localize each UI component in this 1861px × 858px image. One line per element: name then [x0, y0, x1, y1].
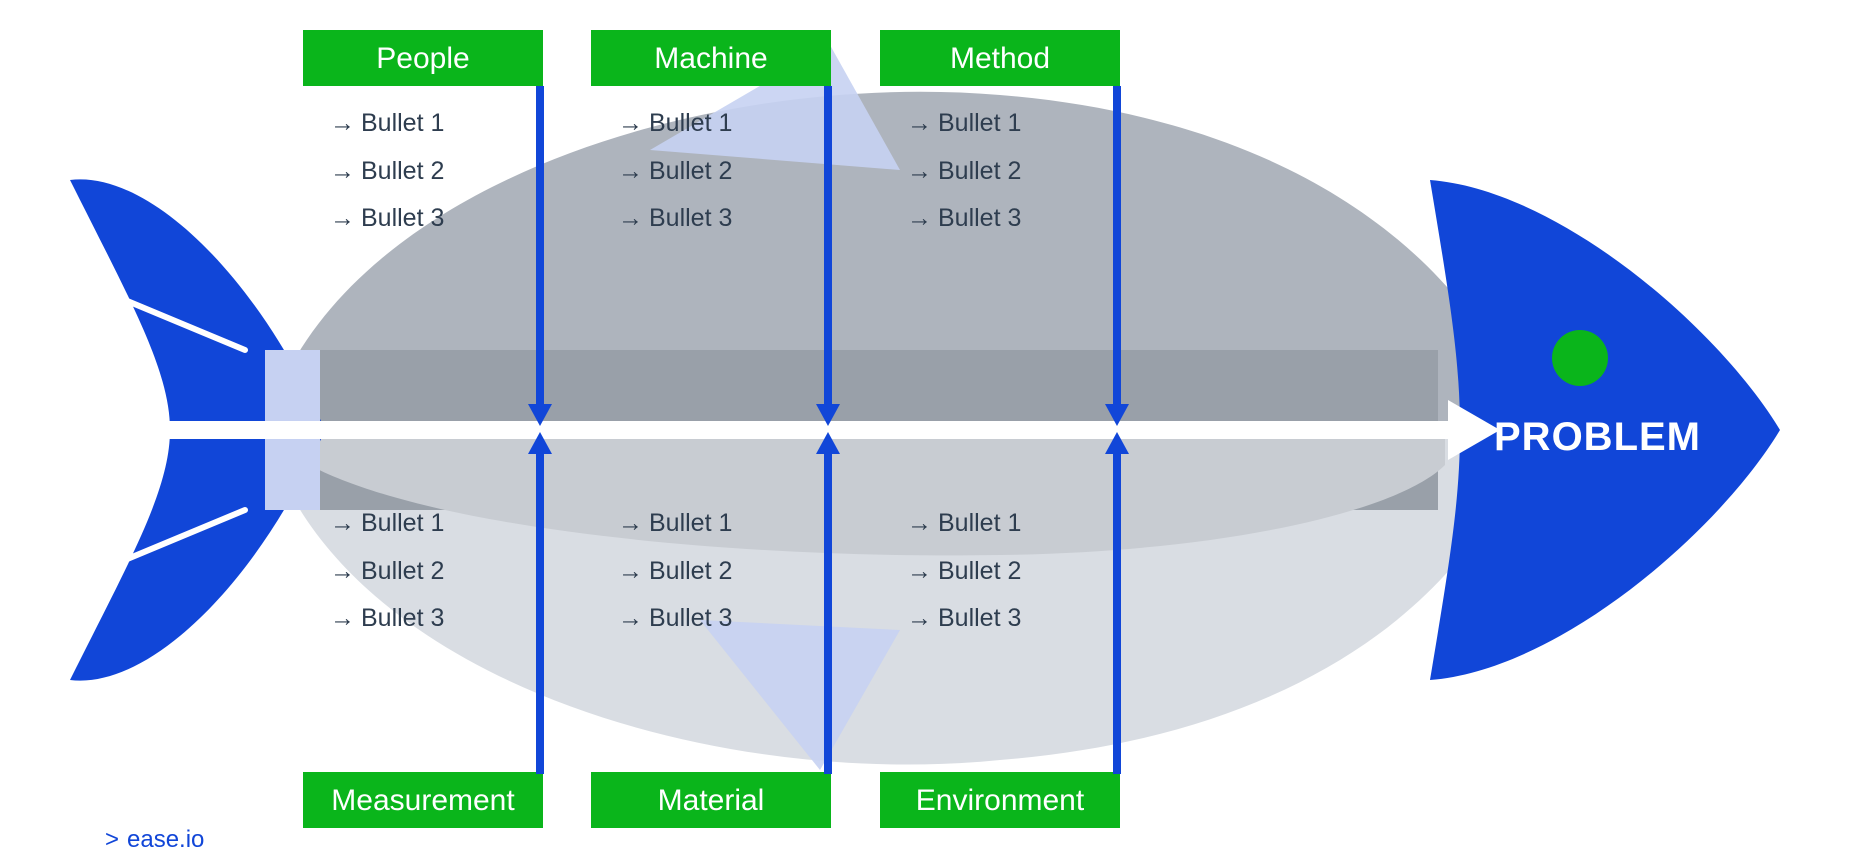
bullet-arrow-icon: →: [907, 548, 932, 596]
category-label: Material: [658, 784, 765, 817]
category-box-method: Method: [880, 30, 1120, 86]
bullet-text: Bullet 2: [361, 157, 444, 185]
bullet-arrow-icon: →: [618, 195, 643, 243]
watermark-prefix-icon: >: [105, 826, 119, 853]
bullet-arrow-icon: →: [330, 100, 355, 148]
arrowhead-up-icon: [528, 432, 552, 454]
bullet-text: Bullet 2: [649, 557, 732, 585]
bullets-material: →Bullet 1 →Bullet 2 →Bullet 3: [618, 500, 732, 643]
arrowhead-up-icon: [816, 432, 840, 454]
category-box-machine: Machine: [591, 30, 831, 86]
bullet-text: Bullet 3: [938, 204, 1021, 232]
bullet-arrow-icon: →: [330, 195, 355, 243]
bullets-method: →Bullet 1 →Bullet 2 →Bullet 3: [907, 100, 1021, 243]
category-box-environment: Environment: [880, 772, 1120, 828]
bone-arrow-material: [824, 454, 832, 774]
bullet-text: Bullet 3: [361, 604, 444, 632]
bullets-environment: →Bullet 1 →Bullet 2 →Bullet 3: [907, 500, 1021, 643]
bullet-text: Bullet 2: [361, 557, 444, 585]
bullet-text: Bullet 3: [361, 204, 444, 232]
bullet-arrow-icon: →: [907, 500, 932, 548]
bullet-arrow-icon: →: [330, 595, 355, 643]
bullet-arrow-icon: →: [907, 100, 932, 148]
bone-arrow-people: [536, 86, 544, 406]
bone-arrow-measurement: [536, 454, 544, 774]
fishbone-diagram: PROBLEM People →Bullet 1 →Bullet 2 →Bull…: [0, 0, 1861, 858]
watermark: > ease.io: [105, 826, 204, 854]
watermark-text: ease.io: [127, 826, 204, 853]
bullet-text: Bullet 1: [938, 109, 1021, 137]
bullet-text: Bullet 2: [649, 157, 732, 185]
category-box-material: Material: [591, 772, 831, 828]
bullet-text: Bullet 1: [649, 509, 732, 537]
bullets-people: →Bullet 1 →Bullet 2 →Bullet 3: [330, 100, 444, 243]
bullet-arrow-icon: →: [618, 500, 643, 548]
arrowhead-down-icon: [528, 404, 552, 426]
bullet-text: Bullet 1: [938, 509, 1021, 537]
category-label: Environment: [916, 784, 1084, 817]
bullet-text: Bullet 1: [361, 109, 444, 137]
category-label: Method: [950, 42, 1050, 75]
bullet-arrow-icon: →: [330, 148, 355, 196]
bone-arrow-machine: [824, 86, 832, 406]
category-label: People: [376, 42, 469, 75]
arrowhead-up-icon: [1105, 432, 1129, 454]
category-box-measurement: Measurement: [303, 772, 543, 828]
bullet-text: Bullet 3: [649, 604, 732, 632]
bone-arrow-environment: [1113, 454, 1121, 774]
bullets-machine: →Bullet 1 →Bullet 2 →Bullet 3: [618, 100, 732, 243]
bullet-arrow-icon: →: [907, 595, 932, 643]
bullet-arrow-icon: →: [330, 548, 355, 596]
bullet-text: Bullet 2: [938, 157, 1021, 185]
category-label: Machine: [654, 42, 767, 75]
category-label: Measurement: [331, 784, 514, 817]
bone-arrow-method: [1113, 86, 1121, 406]
bullet-text: Bullet 1: [649, 109, 732, 137]
bullet-text: Bullet 1: [361, 509, 444, 537]
bullet-arrow-icon: →: [907, 148, 932, 196]
bullet-arrow-icon: →: [618, 148, 643, 196]
bullet-arrow-icon: →: [618, 548, 643, 596]
bullet-arrow-icon: →: [618, 100, 643, 148]
bullet-text: Bullet 3: [938, 604, 1021, 632]
bullet-arrow-icon: →: [618, 595, 643, 643]
bullet-arrow-icon: →: [330, 500, 355, 548]
bullets-measurement: →Bullet 1 →Bullet 2 →Bullet 3: [330, 500, 444, 643]
arrowhead-down-icon: [1105, 404, 1129, 426]
category-box-people: People: [303, 30, 543, 86]
arrowhead-down-icon: [816, 404, 840, 426]
problem-label: PROBLEM: [1494, 415, 1701, 460]
bullet-arrow-icon: →: [907, 195, 932, 243]
bullet-text: Bullet 2: [938, 557, 1021, 585]
bullet-text: Bullet 3: [649, 204, 732, 232]
